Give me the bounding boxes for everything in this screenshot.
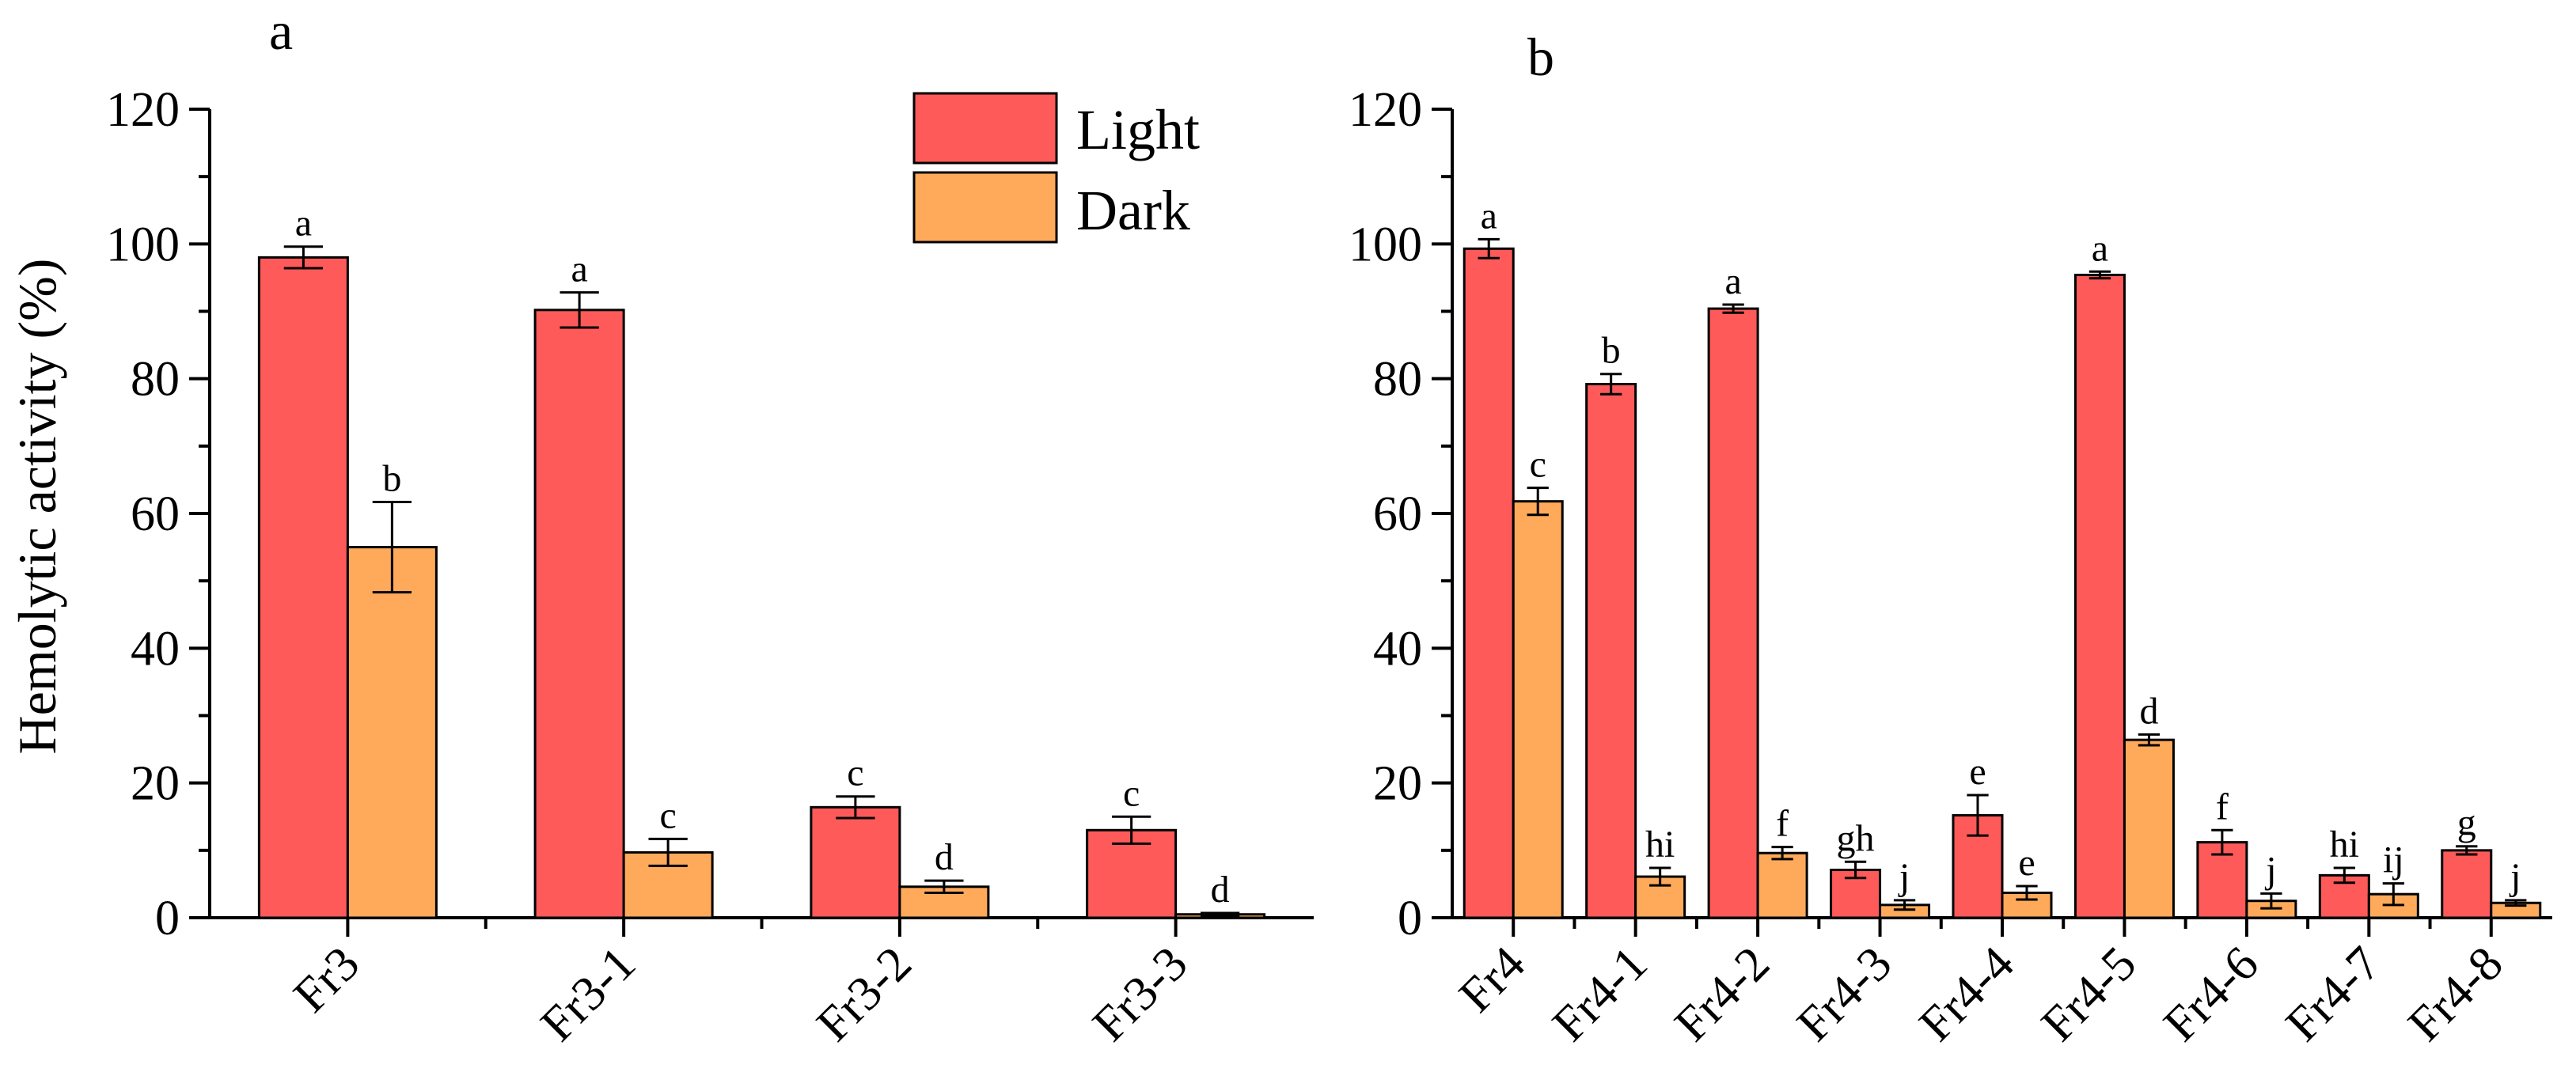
significance-label: f [1776, 803, 1789, 845]
significance-label: d [1211, 869, 1230, 911]
y-tick-label: 120 [1349, 83, 1422, 137]
x-category-label: Fr4-5 [2032, 937, 2147, 1052]
bar-dark [1512, 500, 1564, 919]
significance-label: a [1724, 260, 1741, 302]
x-category-label: Fr3 [283, 937, 370, 1023]
panel-a: a Hemolytic activity (%) Light Dark 0 20 4… [7, 1, 1314, 1051]
y-axis-title: Hemolytic activity (%) [7, 259, 67, 755]
legend: Light Dark [912, 92, 1200, 244]
significance-label: hi [1645, 824, 1675, 866]
x-category-label: Fr4-2 [1665, 937, 1781, 1052]
y-tick-label: 80 [1373, 353, 1422, 407]
significance-label: c [659, 794, 676, 836]
y-tick-label: 80 [131, 353, 180, 407]
significance-label: a [295, 203, 312, 244]
panel-b-letter: b [1527, 27, 1554, 87]
x-category-label: Fr3-2 [806, 937, 922, 1052]
bar-light [2073, 274, 2126, 919]
significance-label: e [2018, 842, 2035, 884]
significance-label: a [1481, 195, 1497, 237]
bar-light [257, 256, 349, 919]
bar-dark [346, 546, 438, 919]
x-category-label: Fr4-8 [2398, 937, 2513, 1052]
legend-swatch-light [912, 92, 1058, 165]
significance-label: d [2139, 690, 2158, 732]
significance-label: f [2216, 786, 2229, 828]
bar-light [533, 309, 625, 919]
bar-light [1585, 382, 1637, 919]
x-category-label: Fr4-4 [1909, 937, 2024, 1052]
y-tick-label: 100 [106, 218, 180, 271]
significance-label: j [1898, 856, 1910, 898]
significance-label: gh [1837, 817, 1875, 859]
bar-dark [2123, 738, 2175, 919]
bar-light [1463, 247, 1515, 919]
y-tick-label: 120 [106, 83, 180, 137]
panel-a-letter: a [269, 1, 293, 61]
y-tick-label: 60 [1373, 487, 1422, 541]
x-category-label: Fr4 [1449, 937, 1535, 1023]
y-tick-label: 100 [1349, 218, 1422, 271]
y-tick-label: 20 [1373, 757, 1422, 811]
y-tick-label: 40 [131, 622, 180, 676]
legend-swatch-dark [912, 171, 1058, 244]
bar-light [810, 805, 901, 919]
panel-b: b 0 20 40 60 80 100 120 Fr4 Fr4-1 Fr4-2 Fr4-3 Fr4-4… [1349, 27, 2552, 1051]
significance-label: d [935, 836, 954, 878]
significance-label: ij [2383, 839, 2404, 881]
significance-label: a [571, 248, 587, 290]
x-category-label: Fr4-7 [2276, 937, 2392, 1052]
significance-label: j [2509, 856, 2521, 898]
y-tick-label: 0 [1398, 892, 1422, 945]
y-tick-label: 0 [155, 892, 180, 945]
significance-label: b [382, 458, 401, 500]
y-tick-label: 60 [131, 487, 180, 541]
x-category-label: Fr4-6 [2153, 937, 2269, 1052]
significance-label: e [1969, 751, 1986, 793]
bar-light [1707, 307, 1759, 919]
x-category-label: Fr3-1 [531, 937, 647, 1052]
significance-label: hi [2330, 824, 2359, 866]
significance-label: a [2092, 227, 2108, 269]
significance-label: b [1602, 330, 1621, 372]
x-category-label: Fr3-3 [1083, 937, 1198, 1052]
significance-label: c [1123, 772, 1140, 814]
significance-label: c [847, 752, 863, 794]
bar-dark [1756, 851, 1808, 919]
legend-label-light: Light [1076, 98, 1200, 161]
bar-light [2441, 849, 2493, 919]
x-category-label: Fr4-3 [1787, 937, 1903, 1052]
legend-label-dark: Dark [1076, 179, 1190, 242]
y-tick-label: 40 [1373, 622, 1422, 676]
significance-label: g [2457, 802, 2476, 844]
x-category-label: Fr4-1 [1542, 937, 1658, 1052]
y-tick-label: 20 [131, 757, 180, 811]
significance-label: j [2264, 849, 2276, 891]
significance-label: c [1530, 444, 1546, 486]
